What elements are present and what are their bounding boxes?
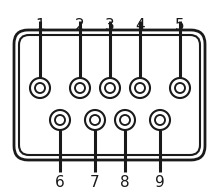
Circle shape xyxy=(70,78,90,98)
Circle shape xyxy=(100,78,120,98)
Text: 8: 8 xyxy=(120,175,130,190)
Text: 2: 2 xyxy=(75,18,85,33)
Circle shape xyxy=(175,83,185,93)
Circle shape xyxy=(90,115,100,125)
Text: 4: 4 xyxy=(135,18,145,33)
Circle shape xyxy=(55,115,65,125)
Text: 9: 9 xyxy=(155,175,165,190)
Circle shape xyxy=(135,83,145,93)
Circle shape xyxy=(35,83,45,93)
Circle shape xyxy=(105,83,115,93)
Circle shape xyxy=(85,110,105,130)
Circle shape xyxy=(50,110,70,130)
Circle shape xyxy=(120,115,130,125)
Text: 1: 1 xyxy=(35,18,45,33)
Text: 5: 5 xyxy=(175,18,185,33)
Text: 6: 6 xyxy=(55,175,65,190)
Circle shape xyxy=(155,115,165,125)
Circle shape xyxy=(115,110,135,130)
Text: 7: 7 xyxy=(90,175,100,190)
Circle shape xyxy=(75,83,85,93)
Text: 3: 3 xyxy=(105,18,115,33)
FancyBboxPatch shape xyxy=(14,30,205,160)
Circle shape xyxy=(150,110,170,130)
Circle shape xyxy=(30,78,50,98)
Circle shape xyxy=(130,78,150,98)
Circle shape xyxy=(170,78,190,98)
